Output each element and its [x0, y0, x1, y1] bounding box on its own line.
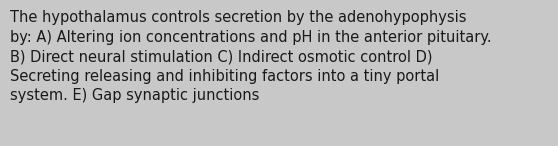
Text: The hypothalamus controls secretion by the adenohypophysis
by: A) Altering ion c: The hypothalamus controls secretion by t…: [10, 10, 492, 104]
